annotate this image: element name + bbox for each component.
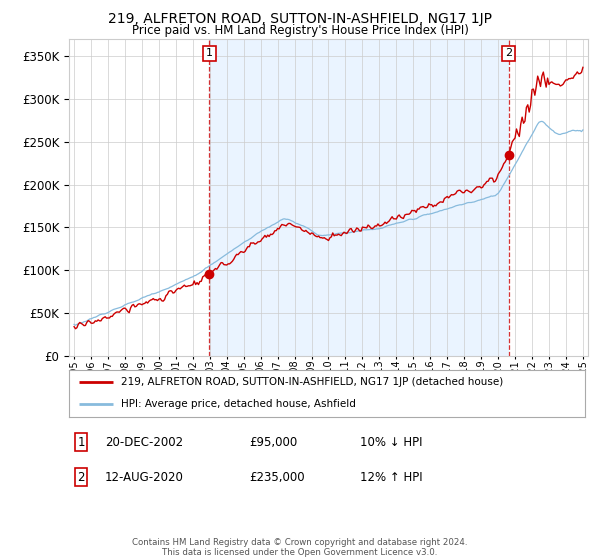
Text: 1: 1	[77, 436, 85, 449]
Text: Price paid vs. HM Land Registry's House Price Index (HPI): Price paid vs. HM Land Registry's House …	[131, 24, 469, 37]
Bar	[209, 39, 509, 356]
Text: Contains HM Land Registry data © Crown copyright and database right 2024.
This d: Contains HM Land Registry data © Crown c…	[132, 538, 468, 557]
Text: 1: 1	[206, 48, 213, 58]
Text: 10% ↓ HPI: 10% ↓ HPI	[360, 436, 422, 449]
Text: 2: 2	[505, 48, 512, 58]
Text: 12-AUG-2020: 12-AUG-2020	[105, 470, 184, 484]
Text: £235,000: £235,000	[249, 470, 305, 484]
Text: £95,000: £95,000	[249, 436, 297, 449]
Text: 219, ALFRETON ROAD, SUTTON-IN-ASHFIELD, NG17 1JP (detached house): 219, ALFRETON ROAD, SUTTON-IN-ASHFIELD, …	[121, 377, 503, 388]
Text: HPI: Average price, detached house, Ashfield: HPI: Average price, detached house, Ashf…	[121, 399, 355, 409]
Text: 20-DEC-2002: 20-DEC-2002	[105, 436, 183, 449]
Text: 2: 2	[77, 470, 85, 484]
Text: 219, ALFRETON ROAD, SUTTON-IN-ASHFIELD, NG17 1JP: 219, ALFRETON ROAD, SUTTON-IN-ASHFIELD, …	[108, 12, 492, 26]
Text: 12% ↑ HPI: 12% ↑ HPI	[360, 470, 422, 484]
